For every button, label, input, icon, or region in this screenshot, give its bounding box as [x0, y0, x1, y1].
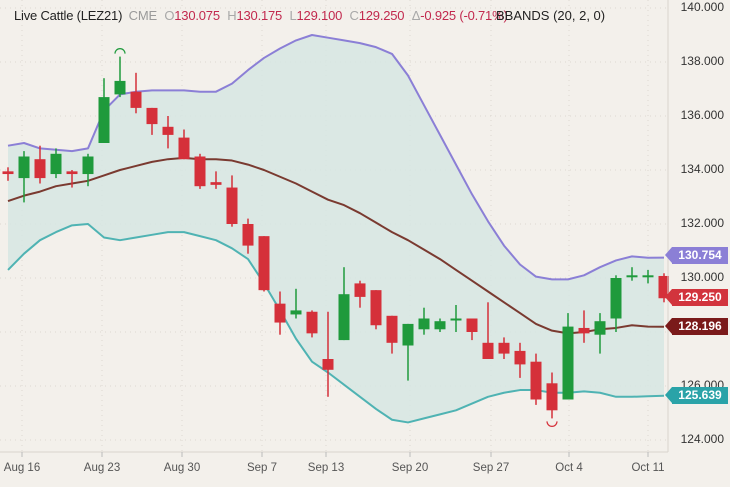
low-value: 129.100: [296, 8, 343, 23]
candle-body: [18, 156, 30, 179]
candle-body: [626, 275, 638, 278]
indicator-label[interactable]: BBANDS (20, 2, 0): [496, 8, 606, 23]
candle-body: [306, 311, 318, 334]
x-axis-panel: [0, 453, 730, 487]
candle-body: [322, 359, 334, 370]
candle-body: [50, 153, 62, 175]
x-tick: Aug 16: [3, 462, 41, 474]
candle-body: [338, 294, 350, 341]
candle-body: [498, 342, 510, 354]
close-value: 129.250: [358, 8, 405, 23]
lower-band-price-tag: 125.639: [665, 387, 728, 404]
upper-band-line: [7, 34, 665, 281]
candle-body: [258, 236, 270, 291]
candle-body: [146, 107, 158, 125]
candle-body: [162, 126, 174, 135]
candle-body: [578, 327, 590, 334]
candle-body: [370, 290, 382, 326]
middle-band-price-tag: 128.196: [665, 318, 728, 335]
candle-body: [226, 187, 238, 224]
open-value: 130.075: [174, 8, 220, 23]
candle-body: [290, 310, 302, 315]
candle-body: [450, 318, 462, 321]
candle-body: [2, 171, 14, 175]
x-tick: Sep 7: [246, 462, 278, 474]
x-tick: Aug 30: [163, 462, 201, 474]
candle-body: [274, 303, 286, 323]
candle-body: [514, 350, 526, 365]
candle-body: [562, 326, 574, 400]
exchange-name: CME: [128, 8, 157, 23]
middle-band-line: [7, 156, 665, 335]
x-tick: Aug 23: [83, 462, 121, 474]
candle-body: [610, 278, 622, 319]
candle-body: [242, 224, 254, 246]
change-value: -0.925 (-0.71%): [420, 8, 508, 23]
y-tick: 140.000: [680, 0, 724, 14]
candle-body: [402, 323, 414, 346]
candle-body: [546, 383, 558, 411]
candle-body: [386, 315, 398, 343]
candle-body: [210, 182, 222, 185]
chart-header: Live Cattle (LEZ21) CME O130.075 H130.17…: [14, 8, 508, 23]
candle-body: [466, 318, 478, 332]
candle-body: [642, 275, 654, 278]
candle-body: [482, 342, 494, 359]
candle-body: [130, 91, 142, 108]
y-tick: 138.000: [680, 54, 724, 68]
y-tick: 136.000: [680, 108, 724, 122]
candle-body: [114, 80, 126, 95]
candle-body: [418, 318, 430, 330]
candle-body: [66, 171, 78, 175]
x-tick: Oct 4: [555, 462, 583, 474]
period-low-marker: [546, 421, 558, 427]
y-tick: 124.000: [680, 432, 724, 446]
y-tick: 130.000: [680, 270, 724, 284]
x-tick: Sep 27: [472, 462, 510, 474]
candle-body: [594, 321, 606, 335]
upper-band-price-tag: 130.754: [665, 247, 728, 264]
y-tick: 132.000: [680, 216, 724, 230]
candle-body: [194, 156, 206, 187]
last-price-tag: 129.250: [665, 289, 728, 306]
candle-body: [530, 361, 542, 400]
x-tick: Oct 11: [631, 462, 665, 474]
candle-body: [34, 159, 46, 179]
candle-body: [98, 97, 110, 143]
x-tick: Sep 20: [391, 462, 429, 474]
candle-body: [658, 275, 670, 299]
candle-body: [434, 321, 446, 330]
y-axis-panel: [669, 0, 730, 487]
period-high-marker: [114, 48, 126, 54]
candle-body: [354, 283, 366, 297]
high-value: 130.175: [236, 8, 283, 23]
x-tick: Sep 13: [307, 462, 345, 474]
y-tick: 134.000: [680, 162, 724, 176]
candle-body: [178, 137, 190, 160]
symbol-name: Live Cattle (LEZ21): [14, 8, 123, 23]
candle-body: [82, 156, 94, 175]
